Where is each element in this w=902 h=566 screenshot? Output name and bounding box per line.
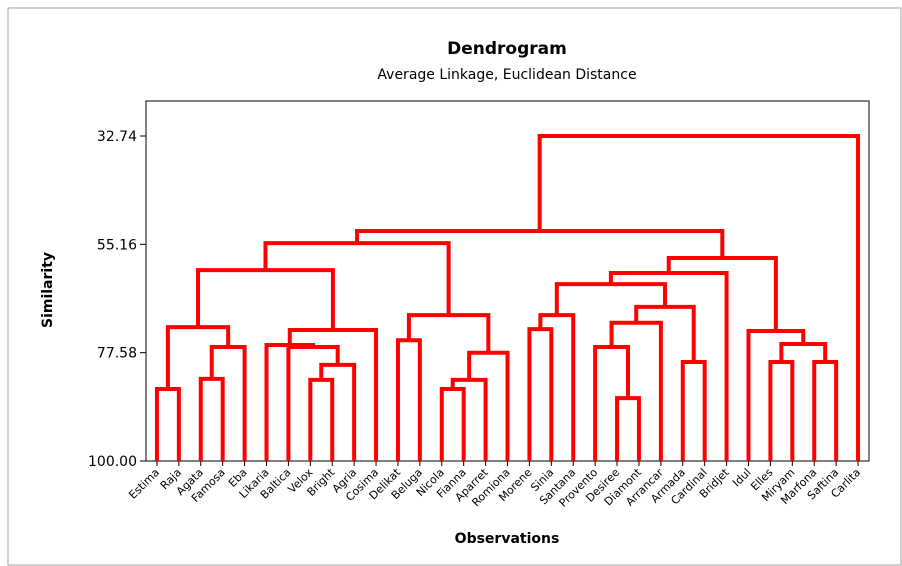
link <box>527 327 554 461</box>
y-tick-label: 32.74 <box>97 129 137 145</box>
link <box>680 359 707 461</box>
link <box>395 338 422 461</box>
y-axis-title: Similarity <box>40 252 56 328</box>
link <box>768 359 795 461</box>
chart-title: Dendrogram <box>447 39 567 59</box>
link <box>286 344 340 461</box>
link <box>450 377 488 461</box>
link <box>609 320 663 461</box>
link <box>608 271 729 461</box>
link <box>593 344 630 461</box>
link <box>308 377 335 461</box>
link <box>355 228 725 259</box>
link <box>554 282 667 316</box>
link <box>812 359 839 461</box>
y-tick-label: 77.58 <box>97 346 137 362</box>
y-tick-label: 100.00 <box>88 454 137 470</box>
link <box>287 328 379 461</box>
link <box>209 344 247 461</box>
link <box>666 256 778 332</box>
link <box>264 343 316 461</box>
link <box>165 325 231 389</box>
x-axis-title: Observations <box>455 531 560 547</box>
link <box>319 362 357 461</box>
y-tick-label: 55.16 <box>97 237 137 253</box>
chart-subtitle: Average Linkage, Euclidean Distance <box>377 67 636 83</box>
link <box>196 268 335 331</box>
link <box>537 133 861 461</box>
